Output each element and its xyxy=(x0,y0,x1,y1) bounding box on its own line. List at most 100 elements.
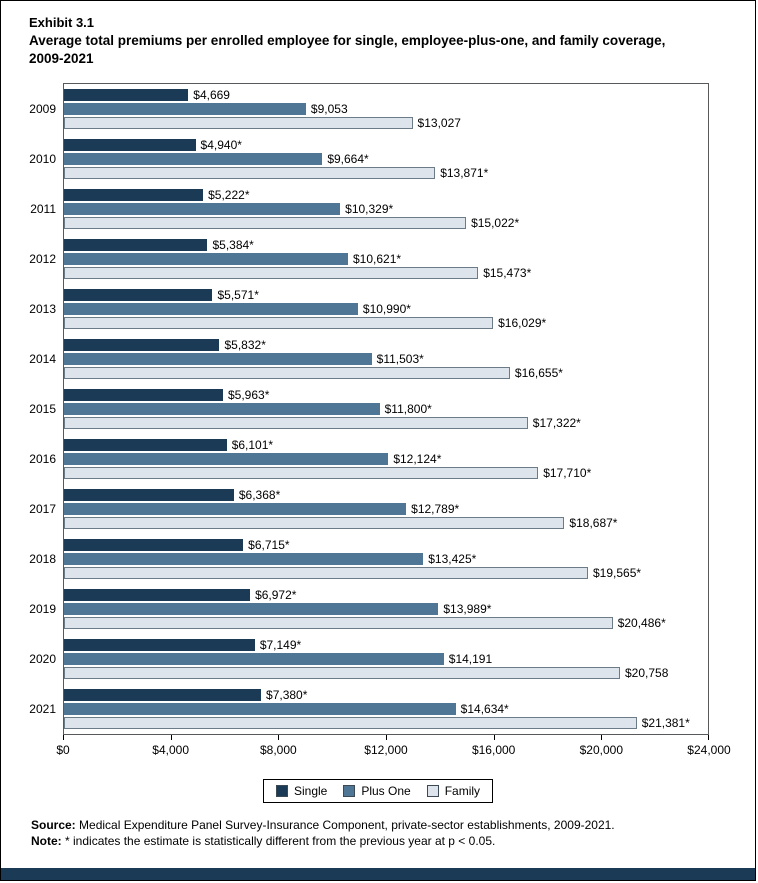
bar-single xyxy=(64,589,251,602)
bar-value-label: $15,473* xyxy=(483,266,532,281)
bar-single xyxy=(64,139,196,152)
x-axis-tick xyxy=(63,735,64,741)
y-axis-label: 2013 xyxy=(29,302,56,317)
y-axis-label: 2018 xyxy=(29,552,56,567)
plot-wrap: 2009 $4,669 $9,053 $13,027 2010 $4,940* $9,664… xyxy=(29,83,709,736)
x-axis-tick-label: $12,000 xyxy=(364,743,408,758)
x-axis-tick xyxy=(601,735,603,741)
bar-row: $12,789* xyxy=(64,502,708,516)
year-group: 2010 $4,940* $9,664* $13,871* xyxy=(29,134,708,184)
bar-row: $14,634* xyxy=(64,702,708,716)
bar-plus-one xyxy=(64,403,380,416)
x-axis-tick xyxy=(170,735,172,741)
bar-row: $6,368* xyxy=(64,488,708,502)
bar-plus-one xyxy=(64,253,348,266)
bar-row: $13,989* xyxy=(64,602,708,616)
y-axis-label: 2020 xyxy=(29,652,56,667)
bar-row: $12,124* xyxy=(64,452,708,466)
bar-value-label: $5,222* xyxy=(208,188,250,203)
y-axis-label: 2011 xyxy=(30,202,56,217)
bar-single xyxy=(64,639,255,652)
bar-plus-one xyxy=(64,153,323,166)
bar-value-label: $9,664* xyxy=(327,152,369,167)
bar-row: $9,053 xyxy=(64,102,708,116)
x-axis-tick-label: $20,000 xyxy=(579,743,624,758)
x-axis-tick-label: $8,000 xyxy=(259,743,297,758)
bar-value-label: $21,381* xyxy=(641,716,690,731)
source-label: Source: xyxy=(31,818,76,833)
bar-row: $17,322* xyxy=(64,416,708,430)
x-axis-tick xyxy=(708,735,709,741)
plot-area: 2009 $4,669 $9,053 $13,027 2010 $4,940* $9,664… xyxy=(29,83,709,736)
bar-row: $6,101* xyxy=(64,438,708,452)
source-line: Source: Medical Expenditure Panel Survey… xyxy=(31,817,755,833)
bar-value-label: $5,832* xyxy=(224,338,266,353)
year-group: 2018 $6,715* $13,425* $19,565* xyxy=(29,534,708,584)
y-axis-label: 2010 xyxy=(29,152,56,167)
bar-plus-one xyxy=(64,453,389,466)
legend-swatch-icon xyxy=(426,785,439,798)
bar-row: $6,972* xyxy=(64,588,708,602)
bar-row: $11,800* xyxy=(64,402,708,416)
y-axis-label: 2009 xyxy=(29,102,56,117)
bar-row: $5,222* xyxy=(64,188,708,202)
bar-value-label: $10,990* xyxy=(362,302,411,317)
year-group: 2021 $7,380* $14,634* $21,381* xyxy=(29,684,708,734)
x-axis-tick xyxy=(493,735,495,741)
bar-single xyxy=(64,189,204,202)
bar-family xyxy=(64,667,620,680)
bar-row: $18,687* xyxy=(64,516,708,530)
bar-value-label: $6,368* xyxy=(238,488,281,503)
year-group: 2015 $5,963* $11,800* $17,322* xyxy=(29,384,708,434)
bar-plus-one xyxy=(64,203,341,216)
year-group: 2020 $7,149* $14,191 $20,758 xyxy=(29,634,708,684)
bar-row: $19,565* xyxy=(64,566,708,580)
year-group: 2011 $5,222* $10,329* $15,022* xyxy=(30,184,708,234)
bar-plus-one xyxy=(64,603,439,616)
bar-value-label: $11,503* xyxy=(376,352,424,367)
bar-single xyxy=(64,289,213,302)
bar-row: $7,380* xyxy=(64,688,708,702)
bar-row: $11,503* xyxy=(64,352,708,366)
legend-label: Plus One xyxy=(361,784,411,799)
bar-value-label: $6,101* xyxy=(231,438,274,453)
bar-family xyxy=(64,367,510,380)
bar-plus-one xyxy=(64,703,456,716)
bar-row: $5,832* xyxy=(64,338,708,352)
bar-value-label: $5,384* xyxy=(212,238,254,253)
bar-row: $10,621* xyxy=(64,252,708,266)
bar-single xyxy=(64,689,262,702)
bar-value-label: $17,710* xyxy=(543,466,592,481)
bar-value-label: $20,758 xyxy=(625,666,669,681)
bar-row: $4,940* xyxy=(64,138,708,152)
legend-box: Single Plus One Family xyxy=(262,779,494,804)
y-axis-label: 2016 xyxy=(29,452,56,467)
bottom-accent-bar xyxy=(1,868,755,880)
bar-family xyxy=(64,517,565,530)
legend-item-plus-one: Plus One xyxy=(343,784,411,799)
legend-label: Single xyxy=(293,784,328,799)
legend-swatch-icon xyxy=(343,785,356,798)
y-axis-label: 2014 xyxy=(29,352,56,367)
chart-title: Average total premiums per enrolled empl… xyxy=(29,33,666,66)
bar-row: $10,329* xyxy=(64,202,708,216)
footer-notes: Source: Medical Expenditure Panel Survey… xyxy=(31,817,755,849)
legend-item-family: Family xyxy=(426,784,480,798)
bar-plus-one xyxy=(64,553,424,566)
bar-value-label: $13,027 xyxy=(417,116,461,131)
bar-row: $13,425* xyxy=(64,552,708,566)
bar-row: $6,715* xyxy=(64,538,708,552)
bar-value-label: $11,800* xyxy=(384,402,432,417)
x-axis-tick-label: $0 xyxy=(56,743,70,758)
x-axis: $0 $4,000 $8,000 $12,000 $16,000 $20,000 $24,0… xyxy=(56,735,731,763)
bar-value-label: $16,029* xyxy=(498,316,547,331)
bar-family xyxy=(64,467,539,480)
note-line: Note: * indicates the estimate is statis… xyxy=(31,833,755,849)
bar-value-label: $18,687* xyxy=(569,516,618,531)
legend: Single Plus One Family xyxy=(1,779,755,804)
bar-single xyxy=(64,339,220,352)
y-axis-label: 2017 xyxy=(29,502,56,517)
bar-plus-one xyxy=(64,653,444,666)
bar-row: $13,027 xyxy=(64,116,708,130)
year-group: 2019 $6,972* $13,989* $20,486* xyxy=(29,584,708,634)
